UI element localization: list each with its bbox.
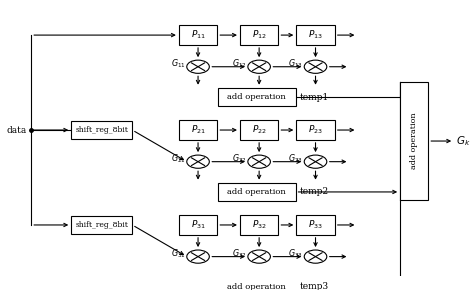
Text: $P_{12}$: $P_{12}$ — [252, 29, 266, 41]
FancyBboxPatch shape — [71, 215, 132, 234]
FancyBboxPatch shape — [179, 215, 217, 235]
Text: $P_{33}$: $P_{33}$ — [308, 219, 323, 231]
Text: $G_{12}$: $G_{12}$ — [232, 57, 246, 70]
Text: shift_reg_8bit: shift_reg_8bit — [75, 221, 128, 229]
Text: $P_{32}$: $P_{32}$ — [252, 219, 266, 231]
Text: data: data — [6, 126, 27, 135]
Text: $G_{23}$: $G_{23}$ — [288, 152, 303, 165]
Circle shape — [248, 155, 270, 168]
Text: $G_{13}$: $G_{13}$ — [288, 57, 303, 70]
Circle shape — [187, 60, 210, 73]
FancyBboxPatch shape — [240, 120, 278, 140]
Text: add operation: add operation — [228, 93, 286, 101]
Circle shape — [304, 250, 327, 263]
Circle shape — [304, 60, 327, 73]
FancyBboxPatch shape — [218, 88, 296, 106]
FancyBboxPatch shape — [296, 215, 335, 235]
FancyBboxPatch shape — [296, 120, 335, 140]
Text: add operation: add operation — [228, 188, 286, 196]
Text: $G_{11}$: $G_{11}$ — [171, 57, 185, 70]
Text: $G_{22}$: $G_{22}$ — [232, 152, 246, 165]
Circle shape — [248, 250, 270, 263]
FancyBboxPatch shape — [179, 25, 217, 45]
FancyBboxPatch shape — [400, 82, 428, 200]
Text: temp2: temp2 — [299, 187, 328, 196]
Text: add operation: add operation — [228, 283, 286, 290]
Circle shape — [248, 60, 270, 73]
Text: $G_{21}$: $G_{21}$ — [171, 152, 185, 165]
Text: $G_k$: $G_k$ — [456, 134, 470, 148]
Text: $G_{31}$: $G_{31}$ — [171, 247, 185, 260]
Text: $P_{13}$: $P_{13}$ — [308, 29, 323, 41]
FancyBboxPatch shape — [179, 120, 217, 140]
Text: $P_{23}$: $P_{23}$ — [308, 124, 323, 136]
FancyBboxPatch shape — [71, 121, 132, 139]
Text: $G_{32}$: $G_{32}$ — [232, 247, 246, 260]
FancyBboxPatch shape — [218, 183, 296, 201]
FancyBboxPatch shape — [240, 215, 278, 235]
FancyBboxPatch shape — [218, 278, 296, 290]
Text: $P_{11}$: $P_{11}$ — [191, 29, 206, 41]
Text: $P_{21}$: $P_{21}$ — [191, 124, 206, 136]
Text: add operation: add operation — [410, 113, 418, 169]
Text: $P_{22}$: $P_{22}$ — [252, 124, 266, 136]
FancyBboxPatch shape — [296, 25, 335, 45]
Text: $P_{31}$: $P_{31}$ — [191, 219, 206, 231]
Circle shape — [187, 155, 210, 168]
Circle shape — [187, 250, 210, 263]
Text: $G_{33}$: $G_{33}$ — [288, 247, 303, 260]
Circle shape — [304, 155, 327, 168]
Text: temp3: temp3 — [299, 282, 328, 290]
Text: temp1: temp1 — [299, 93, 328, 102]
FancyBboxPatch shape — [240, 25, 278, 45]
Text: shift_reg_8bit: shift_reg_8bit — [75, 126, 128, 134]
